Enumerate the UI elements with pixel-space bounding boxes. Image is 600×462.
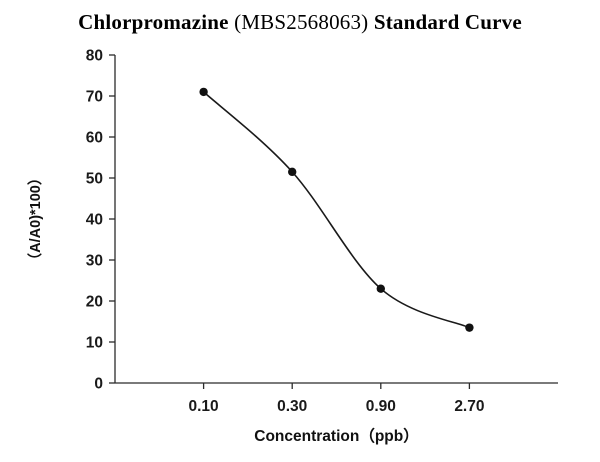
x-tick-label: 0.10 bbox=[189, 398, 219, 415]
curve-line bbox=[203, 91, 470, 329]
data-point-marker bbox=[288, 167, 297, 177]
data-point-marker bbox=[376, 284, 385, 293]
y-tick-label: 80 bbox=[86, 47, 103, 64]
chart-title: Chlorpromazine (MBS2568063) Standard Cur… bbox=[0, 10, 600, 35]
y-tick-label: 50 bbox=[86, 170, 103, 187]
y-tick-label: 10 bbox=[86, 334, 103, 351]
y-tick-label: 20 bbox=[86, 293, 103, 310]
x-tick-label: 2.70 bbox=[454, 398, 484, 415]
y-tick-label: 60 bbox=[86, 129, 103, 146]
y-tick-label: 70 bbox=[86, 88, 103, 105]
data-point-marker bbox=[465, 323, 474, 332]
chart-title-code: (MBS2568063) bbox=[228, 10, 374, 34]
x-tick-label: 0.30 bbox=[277, 398, 307, 415]
x-axis-title: Concentration（ppb） bbox=[254, 427, 418, 445]
data-point-marker bbox=[199, 87, 208, 97]
y-tick-label: 40 bbox=[86, 211, 103, 228]
chart-title-suffix: Standard Curve bbox=[373, 10, 522, 34]
y-axis-title: （A/A0)*100） bbox=[26, 171, 44, 268]
chart-title-main: Chlorpromazine bbox=[78, 10, 229, 34]
y-tick-label: 0 bbox=[94, 375, 103, 392]
x-tick-label: 0.90 bbox=[366, 398, 396, 415]
y-tick-label: 30 bbox=[86, 252, 103, 269]
